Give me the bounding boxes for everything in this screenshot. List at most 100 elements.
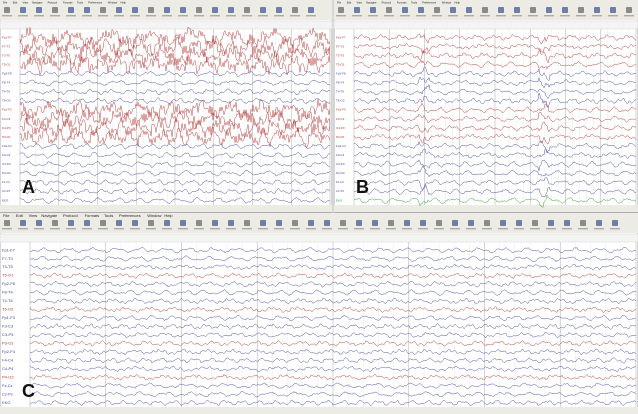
toolbar-button[interactable] [20,220,26,226]
toolbar-button[interactable] [196,7,202,13]
menu-item[interactable]: Formats [63,1,73,5]
toolbar-button[interactable] [84,7,90,13]
toolbar-button[interactable] [228,7,234,13]
menu-item[interactable]: Formats [85,213,100,218]
toolbar-button[interactable] [276,7,282,13]
menu-item[interactable]: Protocol [48,1,58,5]
toolbar-button[interactable] [532,220,538,226]
toolbar-button[interactable] [180,220,186,226]
toolbar-button[interactable] [418,7,424,13]
toolbar-button[interactable] [626,7,632,13]
toolbar-button[interactable] [308,220,314,226]
menu-item[interactable]: Navigate [366,1,377,5]
toolbar-button[interactable] [196,220,202,226]
toolbar-button[interactable] [482,7,488,13]
toolbar-button[interactable] [68,7,74,13]
menu-item[interactable]: Help [121,1,127,5]
menu-item[interactable]: File [3,1,8,5]
toolbar-button[interactable] [404,220,410,226]
toolbar-button[interactable] [434,7,440,13]
menu-item[interactable]: Formats [397,1,407,5]
toolbar-button[interactable] [308,7,314,13]
toolbar-button[interactable] [164,220,170,226]
toolbar-button[interactable] [132,7,138,13]
toolbar-button[interactable] [530,7,536,13]
toolbar-button[interactable] [164,7,170,13]
menu-item[interactable]: Protocol [382,1,392,5]
toolbar-button[interactable] [260,220,266,226]
toolbar-button[interactable] [36,220,42,226]
menu-item[interactable]: Help [164,213,173,218]
toolbar-button[interactable] [436,220,442,226]
toolbar-button[interactable] [498,7,504,13]
menu-item[interactable]: Tools [104,213,113,218]
menu-item[interactable]: Edit [347,1,352,5]
toolbar-button[interactable] [578,7,584,13]
toolbar-button[interactable] [4,7,10,13]
toolbar-button[interactable] [244,7,250,13]
toolbar-button[interactable] [386,7,392,13]
toolbar-button[interactable] [132,220,138,226]
toolbar-button[interactable] [402,7,408,13]
toolbar-button[interactable] [180,7,186,13]
menu-item[interactable]: Preferences [88,1,103,5]
toolbar-button[interactable] [388,220,394,226]
menu-item[interactable]: Window [108,1,117,5]
toolbar-button[interactable] [466,7,472,13]
menu-item[interactable]: Edit [13,1,18,5]
menu-item[interactable]: View [22,1,28,5]
toolbar-button[interactable] [514,7,520,13]
toolbar-button[interactable] [100,7,106,13]
toolbar-button[interactable] [372,220,378,226]
toolbar-button[interactable] [36,7,42,13]
toolbar-button[interactable] [292,220,298,226]
toolbar-button[interactable] [52,7,58,13]
toolbar-button[interactable] [276,220,282,226]
menu-item[interactable]: Protocol [63,213,78,218]
menu-item[interactable]: Navigate [41,213,58,218]
toolbar-button[interactable] [244,220,250,226]
toolbar-button[interactable] [564,220,570,226]
toolbar-button[interactable] [84,220,90,226]
toolbar-button[interactable] [356,220,362,226]
menu-item[interactable]: Window [442,1,451,5]
toolbar-button[interactable] [450,7,456,13]
toolbar-button[interactable] [4,220,10,226]
toolbar-button[interactable] [338,7,344,13]
toolbar-button[interactable] [468,220,474,226]
menu-item[interactable]: File [337,1,342,5]
toolbar-button[interactable] [548,220,554,226]
toolbar-button[interactable] [354,7,360,13]
toolbar-button[interactable] [500,220,506,226]
menu-item[interactable]: Preferences [119,213,141,218]
menu-item[interactable]: Tools [411,1,418,5]
toolbar-button[interactable] [116,7,122,13]
toolbar-button[interactable] [516,220,522,226]
menu-item[interactable]: Window [147,213,161,218]
toolbar-button[interactable] [580,220,586,226]
toolbar-button[interactable] [610,7,616,13]
toolbar-button[interactable] [562,7,568,13]
menu-item[interactable]: Preferences [422,1,437,5]
menu-item[interactable]: View [356,1,362,5]
toolbar-button[interactable] [52,220,58,226]
toolbar-button[interactable] [260,7,266,13]
toolbar-button[interactable] [212,7,218,13]
menu-item[interactable]: Edit [16,213,24,218]
toolbar-button[interactable] [612,220,618,226]
menu-item[interactable]: Help [455,1,461,5]
toolbar-button[interactable] [100,220,106,226]
toolbar-button[interactable] [20,7,26,13]
menu-item[interactable]: Navigate [32,1,43,5]
toolbar-button[interactable] [594,7,600,13]
toolbar-button[interactable] [212,220,218,226]
toolbar-button[interactable] [228,220,234,226]
toolbar-button[interactable] [546,7,552,13]
toolbar-button[interactable] [116,220,122,226]
menu-item[interactable]: File [3,213,10,218]
toolbar-button[interactable] [324,220,330,226]
toolbar-button[interactable] [292,7,298,13]
toolbar-button[interactable] [68,220,74,226]
toolbar-button[interactable] [370,7,376,13]
toolbar-button[interactable] [148,220,154,226]
